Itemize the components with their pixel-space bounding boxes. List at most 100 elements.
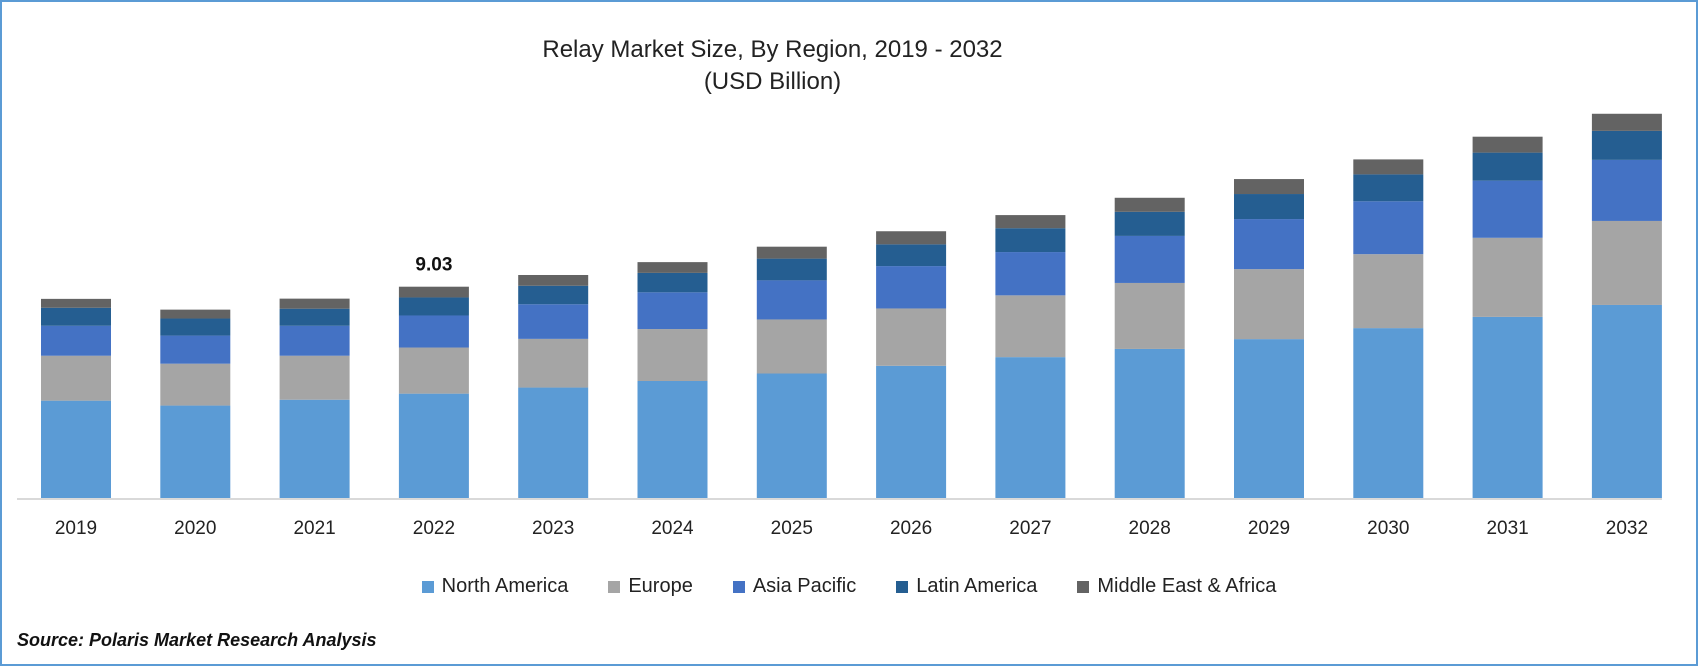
bar-europe-2026 <box>876 308 947 366</box>
bar-latin-america-2026 <box>876 244 947 267</box>
legend-item: North America <box>421 575 569 598</box>
bar-middle-east-africa-2027 <box>995 215 1066 229</box>
legend: North America Europe Asia Pacific Latin Ame… <box>0 575 1698 598</box>
bar-north-america-2025 <box>756 373 827 498</box>
bar-europe-2022 <box>398 347 469 394</box>
x-tick-label: 2025 <box>771 518 813 539</box>
bar-europe-2028 <box>1114 282 1185 349</box>
legend-swatch <box>732 580 745 593</box>
bar-middle-east-africa-2021 <box>279 298 350 309</box>
bar-latin-america-2020 <box>160 318 231 336</box>
x-tick-label: 2027 <box>1009 518 1051 539</box>
x-tick-label: 2019 <box>55 518 97 539</box>
legend-label: Asia Pacific <box>752 575 857 597</box>
bar-asia-pacific-2029 <box>1234 219 1304 270</box>
bar-asia-pacific-2023 <box>518 304 589 339</box>
x-tick-label: 2023 <box>532 518 574 539</box>
legend-item: Asia Pacific <box>732 575 857 598</box>
bar-europe-2019 <box>41 355 111 401</box>
bar-north-america-2021 <box>279 399 350 498</box>
x-tick-label: 2026 <box>890 518 932 539</box>
x-tick-label: 2032 <box>1606 518 1648 539</box>
legend-label: Middle East & Africa <box>1097 575 1277 597</box>
bar-asia-pacific-2026 <box>876 266 947 309</box>
data-label: 9.03 <box>415 255 452 276</box>
bar-middle-east-africa-2025 <box>756 246 827 259</box>
bar-north-america-2028 <box>1114 348 1185 498</box>
bar-europe-2030 <box>1353 254 1424 329</box>
bar-latin-america-2023 <box>518 285 589 305</box>
bar-europe-2023 <box>518 338 589 388</box>
chart-title: Relay Market Size, By Region, 2019 - 203… <box>542 36 1003 63</box>
bar-europe-2024 <box>637 329 708 381</box>
bar-north-america-2029 <box>1234 339 1304 498</box>
bar-europe-2025 <box>756 319 827 374</box>
bar-middle-east-africa-2029 <box>1234 179 1304 195</box>
bar-asia-pacific-2025 <box>756 280 827 320</box>
bar-latin-america-2025 <box>756 258 827 281</box>
bar-asia-pacific-2019 <box>41 325 111 356</box>
bar-middle-east-africa-2032 <box>1591 113 1662 131</box>
bar-latin-america-2029 <box>1234 194 1304 220</box>
legend-swatch <box>1077 580 1090 593</box>
bar-latin-america-2032 <box>1591 130 1662 160</box>
legend-swatch <box>896 580 909 593</box>
legend-label: Latin America <box>916 575 1038 597</box>
bar-north-america-2027 <box>995 357 1066 498</box>
legend-label: North America <box>441 575 569 597</box>
x-tick-label: 2029 <box>1248 518 1290 539</box>
bar-asia-pacific-2032 <box>1591 159 1662 221</box>
bar-europe-2027 <box>995 295 1066 358</box>
legend-item: Latin America <box>896 575 1037 598</box>
bar-north-america-2030 <box>1353 328 1424 498</box>
bar-europe-2029 <box>1234 269 1304 340</box>
bar-latin-america-2021 <box>279 308 350 326</box>
bar-middle-east-africa-2022 <box>398 286 469 298</box>
x-tick-label: 2030 <box>1367 518 1409 539</box>
bar-asia-pacific-2020 <box>160 335 231 364</box>
bar-latin-america-2030 <box>1353 174 1424 202</box>
bar-middle-east-africa-2023 <box>518 274 589 286</box>
bar-north-america-2026 <box>876 365 947 498</box>
bar-europe-2032 <box>1591 220 1662 305</box>
bar-asia-pacific-2027 <box>995 252 1066 296</box>
x-tick-label: 2020 <box>174 518 216 539</box>
bar-north-america-2023 <box>518 387 589 498</box>
bar-latin-america-2024 <box>637 272 708 293</box>
bar-middle-east-africa-2028 <box>1114 197 1185 212</box>
x-tick-label: 2028 <box>1129 518 1171 539</box>
bar-asia-pacific-2022 <box>398 315 469 348</box>
bar-north-america-2031 <box>1472 316 1543 498</box>
bar-asia-pacific-2024 <box>637 292 708 330</box>
bar-asia-pacific-2028 <box>1114 235 1185 283</box>
bar-north-america-2020 <box>160 405 231 498</box>
bar-asia-pacific-2031 <box>1472 180 1543 238</box>
bar-latin-america-2022 <box>398 297 469 316</box>
bar-middle-east-africa-2031 <box>1472 136 1543 153</box>
chart-subtitle: (USD Billion) <box>703 68 842 95</box>
bar-asia-pacific-2021 <box>279 325 350 356</box>
bar-north-america-2032 <box>1591 304 1662 498</box>
x-tick-label: 2024 <box>651 518 694 539</box>
bar-latin-america-2031 <box>1472 152 1543 181</box>
bar-europe-2021 <box>279 355 350 400</box>
x-tick-label: 2021 <box>293 518 335 539</box>
bar-latin-america-2028 <box>1114 211 1185 236</box>
bar-middle-east-africa-2019 <box>41 298 111 308</box>
bar-north-america-2024 <box>637 381 708 498</box>
x-tick-label: 2022 <box>413 518 455 539</box>
bar-latin-america-2019 <box>41 307 111 326</box>
bar-europe-2031 <box>1472 237 1543 317</box>
legend-swatch <box>421 580 434 593</box>
x-tick-label: 2031 <box>1486 518 1528 539</box>
bar-latin-america-2027 <box>995 228 1066 253</box>
bar-asia-pacific-2030 <box>1353 201 1424 255</box>
legend-item: Middle East & Africa <box>1077 575 1276 598</box>
bar-middle-east-africa-2024 <box>637 262 708 273</box>
bar-north-america-2019 <box>41 400 111 498</box>
legend-item: Europe <box>608 575 693 598</box>
legend-swatch <box>608 580 621 593</box>
source-note: Source: Polaris Market Research Analysis <box>17 630 377 650</box>
